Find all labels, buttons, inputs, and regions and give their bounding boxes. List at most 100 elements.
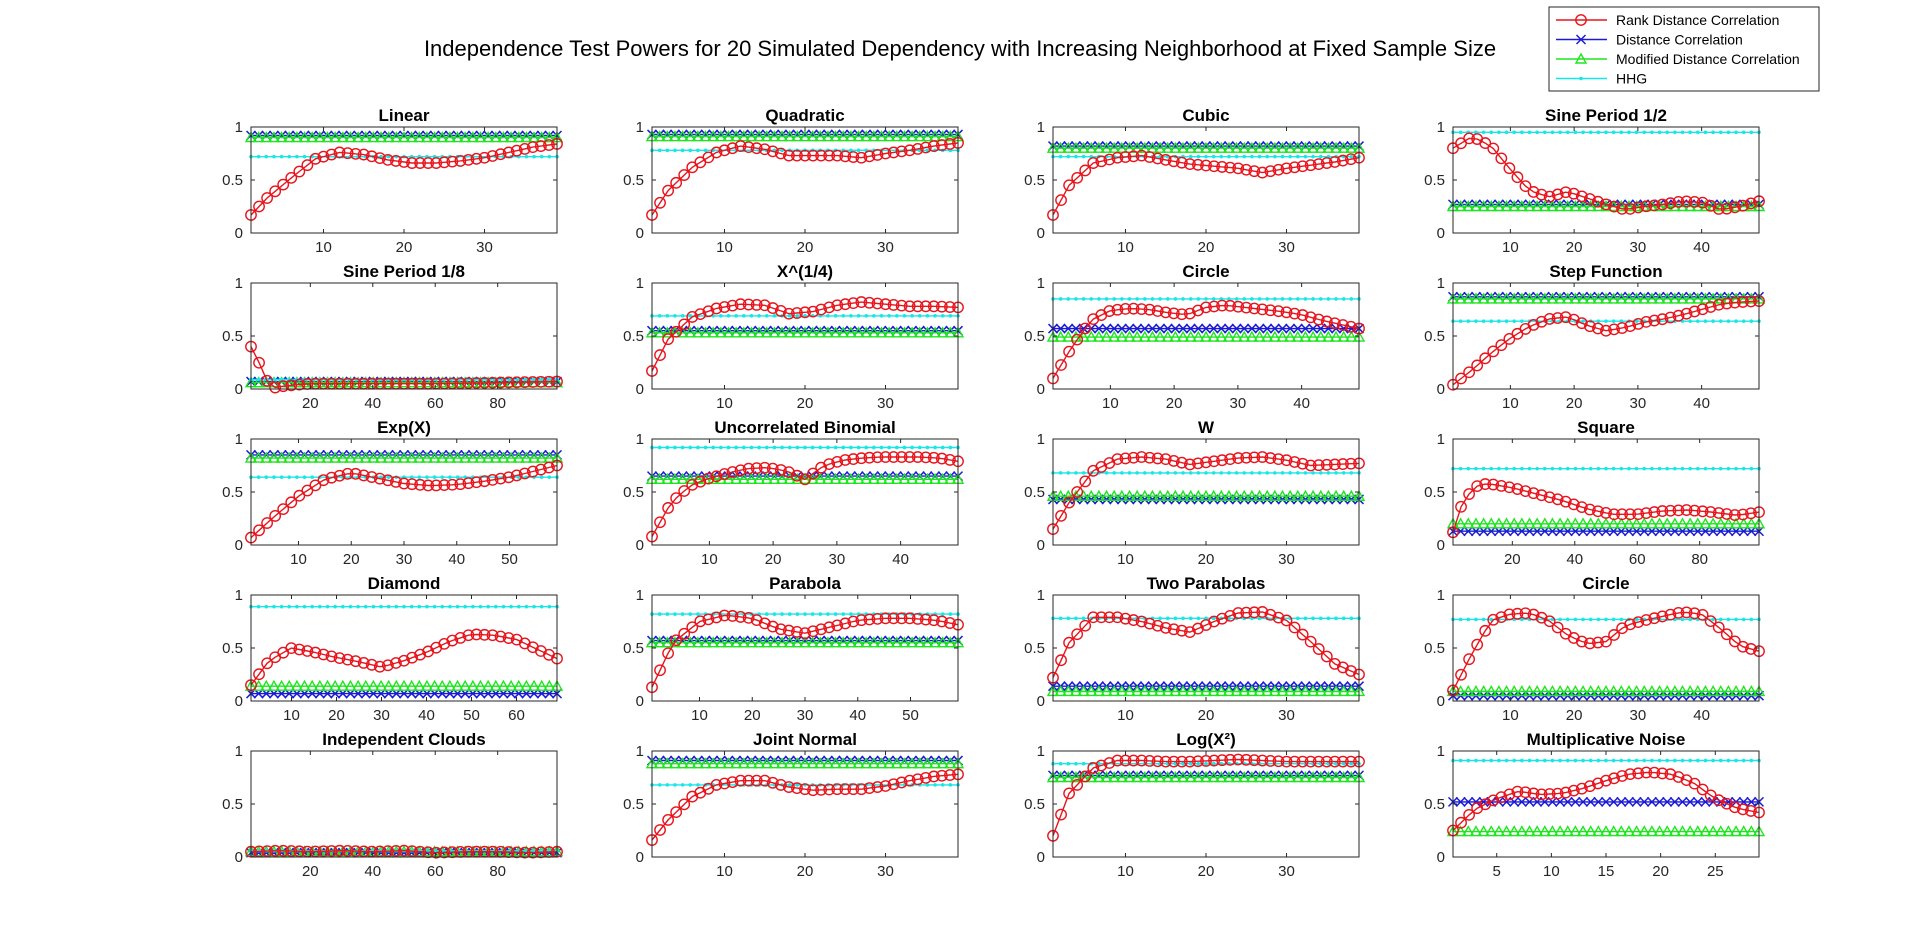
y-tick-label: 0.5 <box>1024 172 1045 189</box>
data-point <box>768 130 781 142</box>
data-point <box>1546 825 1559 837</box>
data-point <box>807 149 819 162</box>
data-point <box>1135 297 1139 301</box>
series-rank-distance-correlation <box>1047 299 1365 385</box>
data-point <box>856 148 861 153</box>
data-point <box>895 314 899 318</box>
data-point <box>1200 159 1212 172</box>
data-point <box>1183 158 1196 171</box>
data-point <box>1135 451 1148 463</box>
data-point <box>1303 471 1308 475</box>
data-point <box>1583 193 1596 205</box>
data-point <box>344 451 357 463</box>
data-point <box>283 131 296 143</box>
data-point <box>1230 771 1243 783</box>
data-point <box>1745 295 1757 308</box>
data-point <box>676 326 689 338</box>
data-point <box>398 477 410 490</box>
data-point <box>1511 785 1524 798</box>
data-point <box>1497 130 1501 135</box>
data-point <box>895 445 899 450</box>
data-point <box>791 307 803 319</box>
data-point <box>1546 292 1559 304</box>
data-point <box>726 445 731 450</box>
data-point <box>910 314 914 318</box>
y-tick-label: 0.5 <box>1424 328 1445 345</box>
data-point <box>455 604 460 609</box>
data-point <box>734 774 747 787</box>
data-point <box>787 314 792 318</box>
data-point <box>734 611 747 623</box>
data-point <box>863 613 876 626</box>
data-point <box>1515 685 1529 697</box>
data-point <box>1596 466 1601 471</box>
data-point <box>844 326 858 338</box>
data-point <box>691 130 705 142</box>
x-tick-label: 20 <box>797 239 814 256</box>
series-rank-distance-correlation <box>646 609 964 694</box>
data-point <box>1304 159 1317 172</box>
data-point <box>1280 297 1285 301</box>
series-modified-distance-correlation <box>1046 771 1366 783</box>
data-point <box>1276 330 1289 342</box>
data-point <box>680 612 685 616</box>
data-point <box>1471 359 1484 372</box>
data-point <box>1127 302 1140 315</box>
data-point <box>1119 151 1132 163</box>
data-point <box>940 612 945 616</box>
data-point <box>1527 758 1532 763</box>
data-point <box>422 479 435 492</box>
series-rank-distance-correlation <box>1447 295 1765 391</box>
data-point <box>481 679 495 691</box>
series-hhg <box>1451 130 1761 135</box>
data-point <box>1318 154 1323 159</box>
data-point <box>333 652 346 665</box>
data-point <box>653 757 666 769</box>
data-point <box>1688 777 1701 790</box>
data-point <box>1530 825 1544 837</box>
data-point <box>936 326 949 338</box>
data-point <box>1546 685 1559 697</box>
data-point <box>1211 616 1216 621</box>
data-point <box>875 636 888 648</box>
data-point <box>440 604 445 609</box>
data-point <box>1336 458 1349 470</box>
data-point <box>1199 771 1213 783</box>
data-point <box>1262 323 1273 334</box>
data-point <box>1530 517 1544 529</box>
data-point <box>696 612 700 616</box>
data-point <box>1714 292 1727 304</box>
data-point <box>1520 319 1524 323</box>
data-point <box>397 131 411 143</box>
data-point <box>783 326 796 338</box>
data-point <box>1551 493 1564 506</box>
data-point <box>1656 610 1669 623</box>
data-point <box>1081 297 1086 301</box>
data-point <box>1664 768 1677 781</box>
data-point <box>1680 195 1693 208</box>
data-point <box>409 604 414 609</box>
data-point <box>1169 141 1182 153</box>
legend-label: Distance Correlation <box>1616 32 1743 48</box>
data-point <box>1672 504 1685 517</box>
data-point <box>1573 466 1578 471</box>
data-point <box>1304 635 1317 648</box>
data-point <box>766 302 779 314</box>
data-point <box>1650 758 1654 763</box>
data-point <box>1477 200 1490 212</box>
x-tick-label: 25 <box>1707 863 1724 880</box>
data-point <box>317 648 330 661</box>
data-point <box>1058 616 1063 621</box>
data-point <box>729 757 743 769</box>
data-point <box>1661 685 1674 697</box>
data-point <box>783 757 796 769</box>
data-point <box>806 757 819 769</box>
data-point <box>1500 292 1513 304</box>
data-point <box>758 774 771 787</box>
data-point <box>1092 330 1106 342</box>
data-point <box>1458 319 1463 323</box>
data-point <box>1100 489 1113 501</box>
x-tick-label: 10 <box>283 707 300 724</box>
data-point <box>379 604 383 609</box>
data-point <box>1167 307 1180 320</box>
